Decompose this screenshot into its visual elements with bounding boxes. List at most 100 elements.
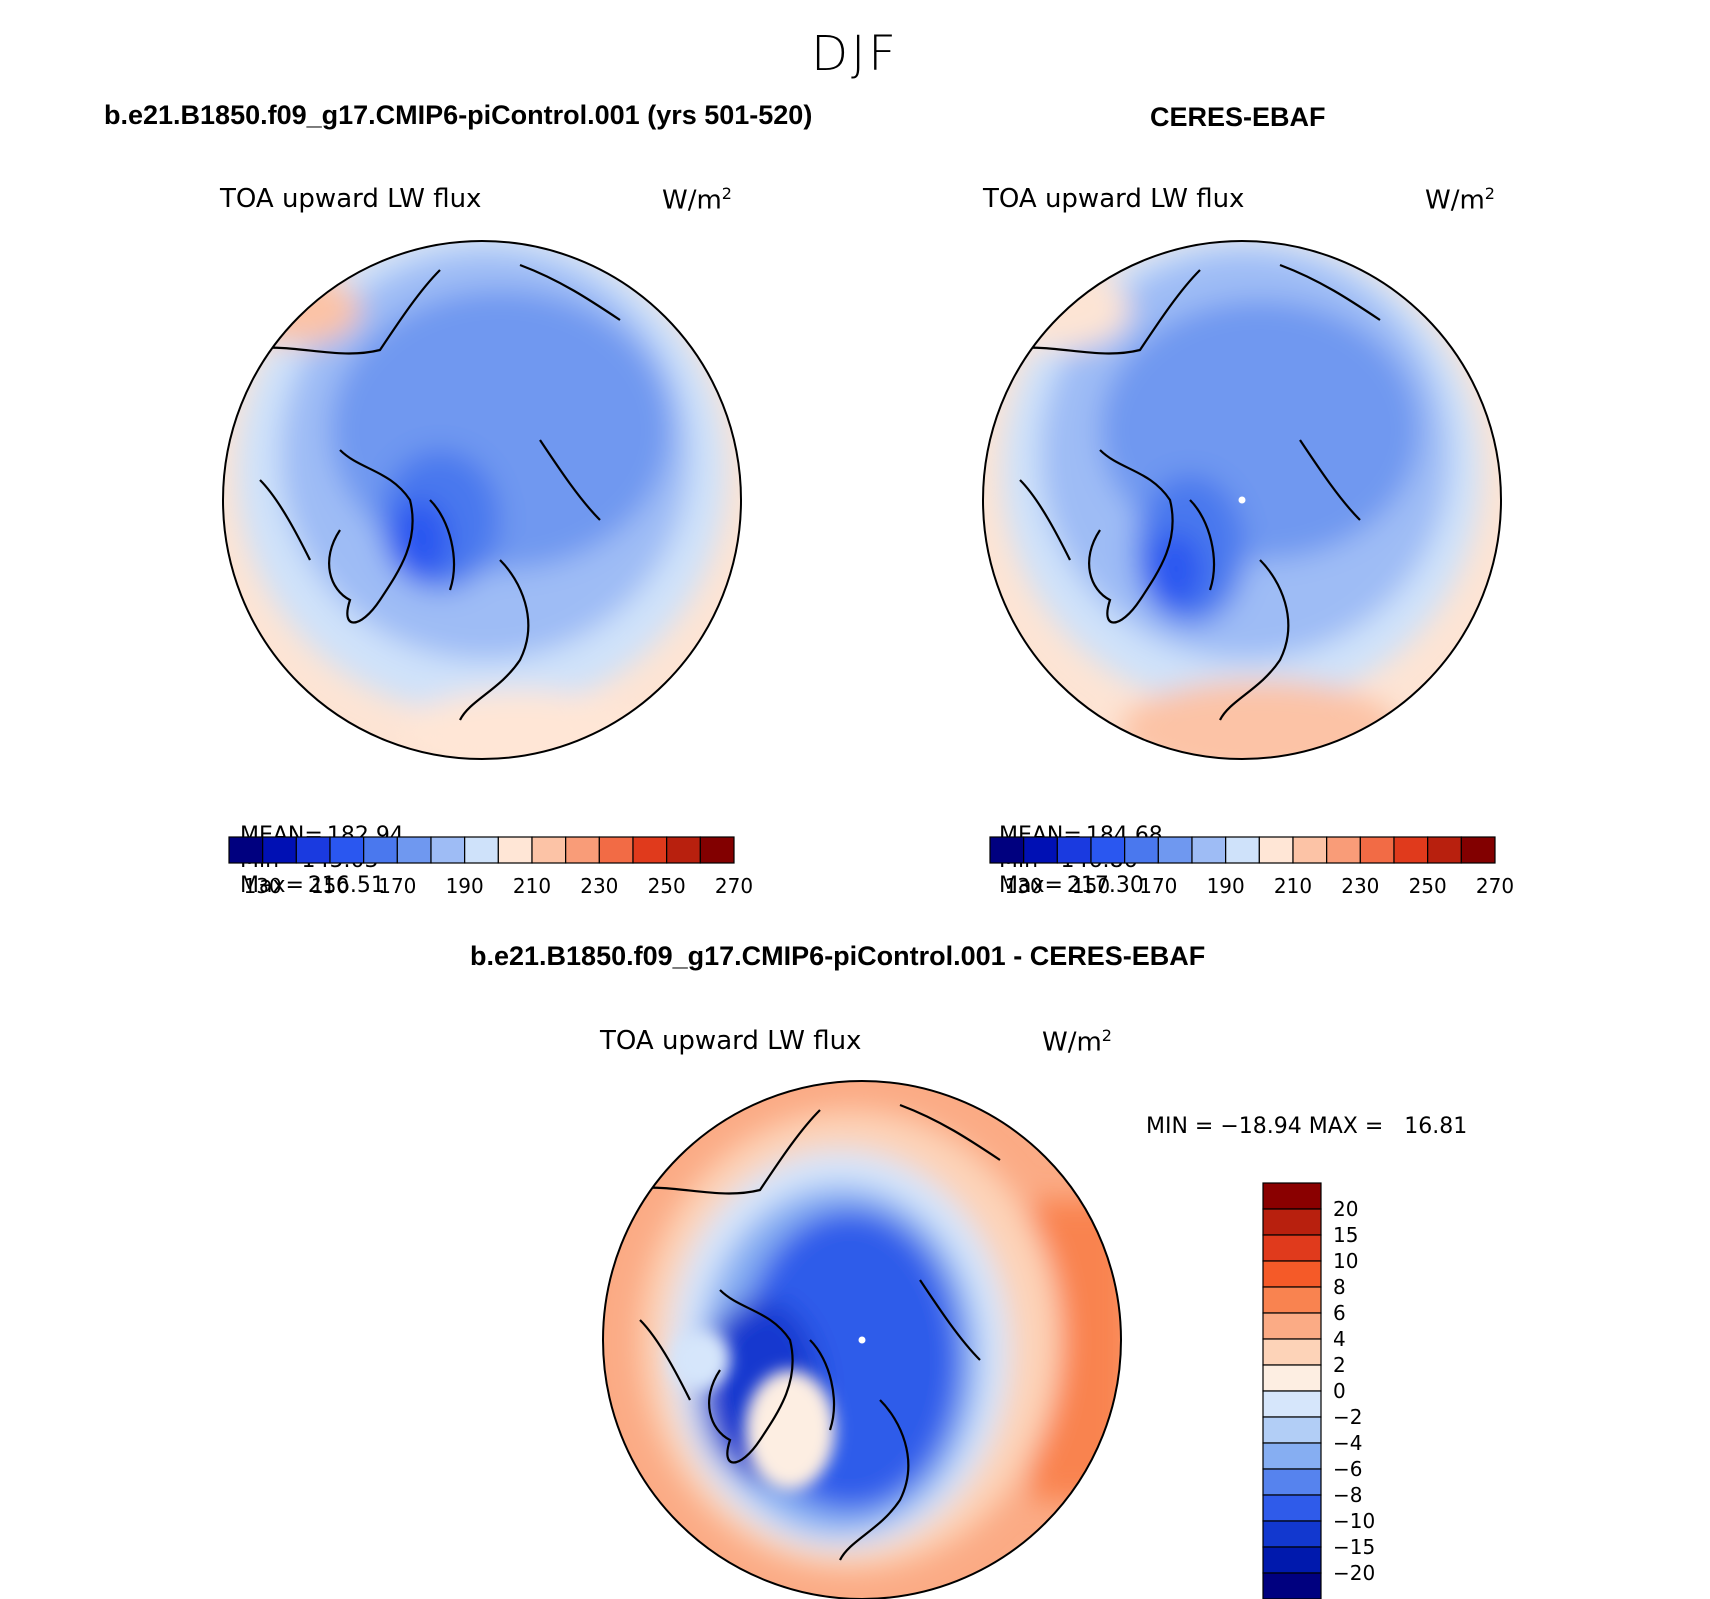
diff-minmax: MIN = −18.94 MAX = 16.81 [1146,1114,1468,1139]
model-colorbar-tick-label: 150 [311,874,349,898]
model-colorbar-swatch [632,836,668,864]
model-colorbar-swatch [497,836,533,864]
season-title: DJF [811,26,899,82]
model-units: W/m2 [662,184,732,216]
obs-coastlines [1017,263,1381,721]
obs-polar-map [982,240,1502,760]
obs-colorbar-swatch [1056,836,1092,864]
model-colorbar: 130 150 170 190 210 230 250 270 [228,836,753,898]
diff-colorbar-swatch [1262,1572,1322,1599]
obs-colorbar-tick-label: 150 [1072,874,1110,898]
obs-colorbar-tick-label: 130 [1005,874,1043,898]
obs-colorbar-swatch [1157,836,1193,864]
obs-colorbar-tick-label: 230 [1341,874,1379,898]
diff-units: W/m2 [1042,1026,1112,1058]
model-colorbar-swatch [666,836,701,864]
obs-units: W/m2 [1425,184,1495,216]
diff-variable-name: TOA upward LW flux [600,1026,862,1056]
model-colorbar-tick-label: 230 [580,874,618,898]
diff-colorbar-swatch [1262,1208,1322,1236]
model-colorbar-swatch [262,836,297,864]
diff-pole-marker [858,1336,866,1344]
diff-colorbar-tick-label: −2 [1333,1405,1362,1429]
obs-colorbar-swatch [1124,836,1159,864]
obs-pole-marker [1238,496,1246,504]
diff-colorbar-swatch [1262,1338,1322,1366]
obs-colorbar-tick-label: 190 [1207,874,1245,898]
diff-polar-map [602,1080,1122,1599]
diff-colorbar-tick-label: −10 [1333,1509,1375,1533]
obs-colorbar-tick-label: 210 [1274,874,1312,898]
obs-colorbar-tick-label: 250 [1409,874,1447,898]
diff-colorbar-swatch [1262,1234,1322,1262]
model-colorbar-tick-label: 250 [648,874,686,898]
diff-colorbar-tick-label: 6 [1333,1301,1346,1325]
diff-colorbar-swatch [1262,1416,1322,1444]
diff-colorbar-swatch [1262,1494,1322,1522]
diff-colorbar-tick-label: −4 [1333,1431,1362,1455]
diff-colorbar-tick-label: −20 [1333,1561,1375,1585]
obs-colorbar-swatch [989,836,1025,864]
diff-colorbar-swatch [1262,1442,1322,1470]
obs-colorbar-swatch [1225,836,1260,864]
model-colorbar-swatch [531,836,567,864]
obs-colorbar-swatch [1326,836,1361,864]
diff-colorbar-tick-label: 0 [1333,1379,1346,1403]
obs-colorbar: 130 150 170 190 210 230 250 270 [989,836,1514,898]
diff-colorbar-swatch [1262,1364,1322,1392]
diff-colorbar-tick-label: −8 [1333,1483,1362,1507]
model-panel-title: b.e21.B1850.f09_g17.CMIP6-piControl.001 … [104,100,813,130]
diff-colorbar-swatch [1262,1312,1322,1340]
model-colorbar-swatch [228,836,264,864]
obs-colorbar-swatch [1393,836,1429,864]
model-colorbar-tick-label: 170 [378,874,416,898]
model-colorbar-tick-label: 190 [446,874,484,898]
diff-colorbar-swatch [1262,1286,1322,1314]
obs-colorbar-swatch [1023,836,1058,864]
model-colorbar-tick-label: 270 [715,874,753,898]
model-colorbar-swatch [329,836,365,864]
obs-colorbar-tick-label: 170 [1139,874,1177,898]
model-colorbar-tick-label: 130 [244,874,282,898]
diff-colorbar-swatch [1262,1546,1322,1574]
diff-colorbar-tick-label: 10 [1333,1249,1358,1273]
obs-colorbar-swatch [1359,836,1395,864]
diff-colorbar-swatch [1262,1390,1322,1418]
diff-coastlines [637,1103,1001,1561]
obs-colorbar-swatch [1090,836,1126,864]
diff-colorbar-tick-label: 2 [1333,1353,1346,1377]
model-colorbar-swatch [295,836,331,864]
model-colorbar-tick-label: 210 [513,874,551,898]
model-variable-name: TOA upward LW flux [220,184,482,214]
diff-colorbar-swatch [1262,1182,1322,1210]
model-polar-map [222,240,742,760]
model-colorbar-swatch [396,836,432,864]
obs-colorbar-swatch [1258,836,1294,864]
model-colorbar-swatch [699,836,735,864]
diff-colorbar-tick-label: 20 [1333,1197,1358,1221]
diff-colorbar-swatch [1262,1520,1322,1548]
model-colorbar-swatch [464,836,499,864]
diff-colorbar-tick-label: −15 [1333,1535,1375,1559]
obs-colorbar-swatch [1460,836,1496,864]
diff-colorbar-tick-label: 15 [1333,1223,1358,1247]
diff-panel-title: b.e21.B1850.f09_g17.CMIP6-piControl.001 … [470,941,1206,971]
obs-variable-name: TOA upward LW flux [983,184,1245,214]
model-colorbar-swatch [363,836,398,864]
model-colorbar-swatch [565,836,600,864]
diff-colorbar-tick-label: 4 [1333,1327,1346,1351]
obs-colorbar-swatch [1292,836,1328,864]
obs-colorbar-tick-label: 270 [1476,874,1514,898]
model-colorbar-swatch [430,836,466,864]
diff-colorbar-tick-label: 8 [1333,1275,1346,1299]
diff-colorbar-swatch [1262,1468,1322,1496]
model-colorbar-swatch [598,836,634,864]
obs-colorbar-swatch [1427,836,1462,864]
diff-colorbar-swatch [1262,1260,1322,1288]
obs-panel-title: CERES-EBAF [1150,102,1326,132]
model-coastlines [257,263,621,721]
obs-colorbar-swatch [1191,836,1227,864]
diff-colorbar-tick-label: −6 [1333,1457,1362,1481]
